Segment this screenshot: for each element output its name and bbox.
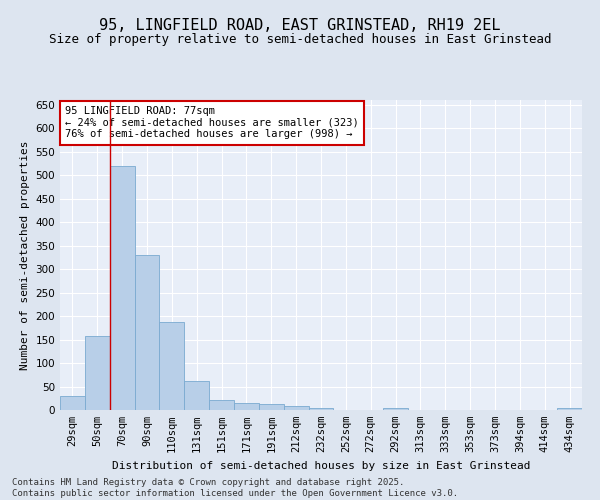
Y-axis label: Number of semi-detached properties: Number of semi-detached properties [20, 140, 30, 370]
Bar [60, 396, 85, 410]
Bar [308, 408, 334, 410]
Bar [184, 381, 209, 410]
Bar [209, 400, 234, 410]
Bar [85, 336, 110, 410]
Text: 95, LINGFIELD ROAD, EAST GRINSTEAD, RH19 2EL: 95, LINGFIELD ROAD, EAST GRINSTEAD, RH19… [99, 18, 501, 32]
Text: Contains HM Land Registry data © Crown copyright and database right 2025.
Contai: Contains HM Land Registry data © Crown c… [12, 478, 458, 498]
Bar [160, 322, 184, 410]
Bar [383, 408, 408, 410]
Bar [134, 255, 160, 410]
Text: Size of property relative to semi-detached houses in East Grinstead: Size of property relative to semi-detach… [49, 32, 551, 46]
Bar [234, 403, 259, 410]
Bar [259, 404, 284, 410]
Bar [284, 406, 308, 410]
Bar [557, 408, 582, 410]
X-axis label: Distribution of semi-detached houses by size in East Grinstead: Distribution of semi-detached houses by … [112, 460, 530, 470]
Bar [110, 166, 134, 410]
Text: 95 LINGFIELD ROAD: 77sqm
← 24% of semi-detached houses are smaller (323)
76% of : 95 LINGFIELD ROAD: 77sqm ← 24% of semi-d… [65, 106, 359, 140]
